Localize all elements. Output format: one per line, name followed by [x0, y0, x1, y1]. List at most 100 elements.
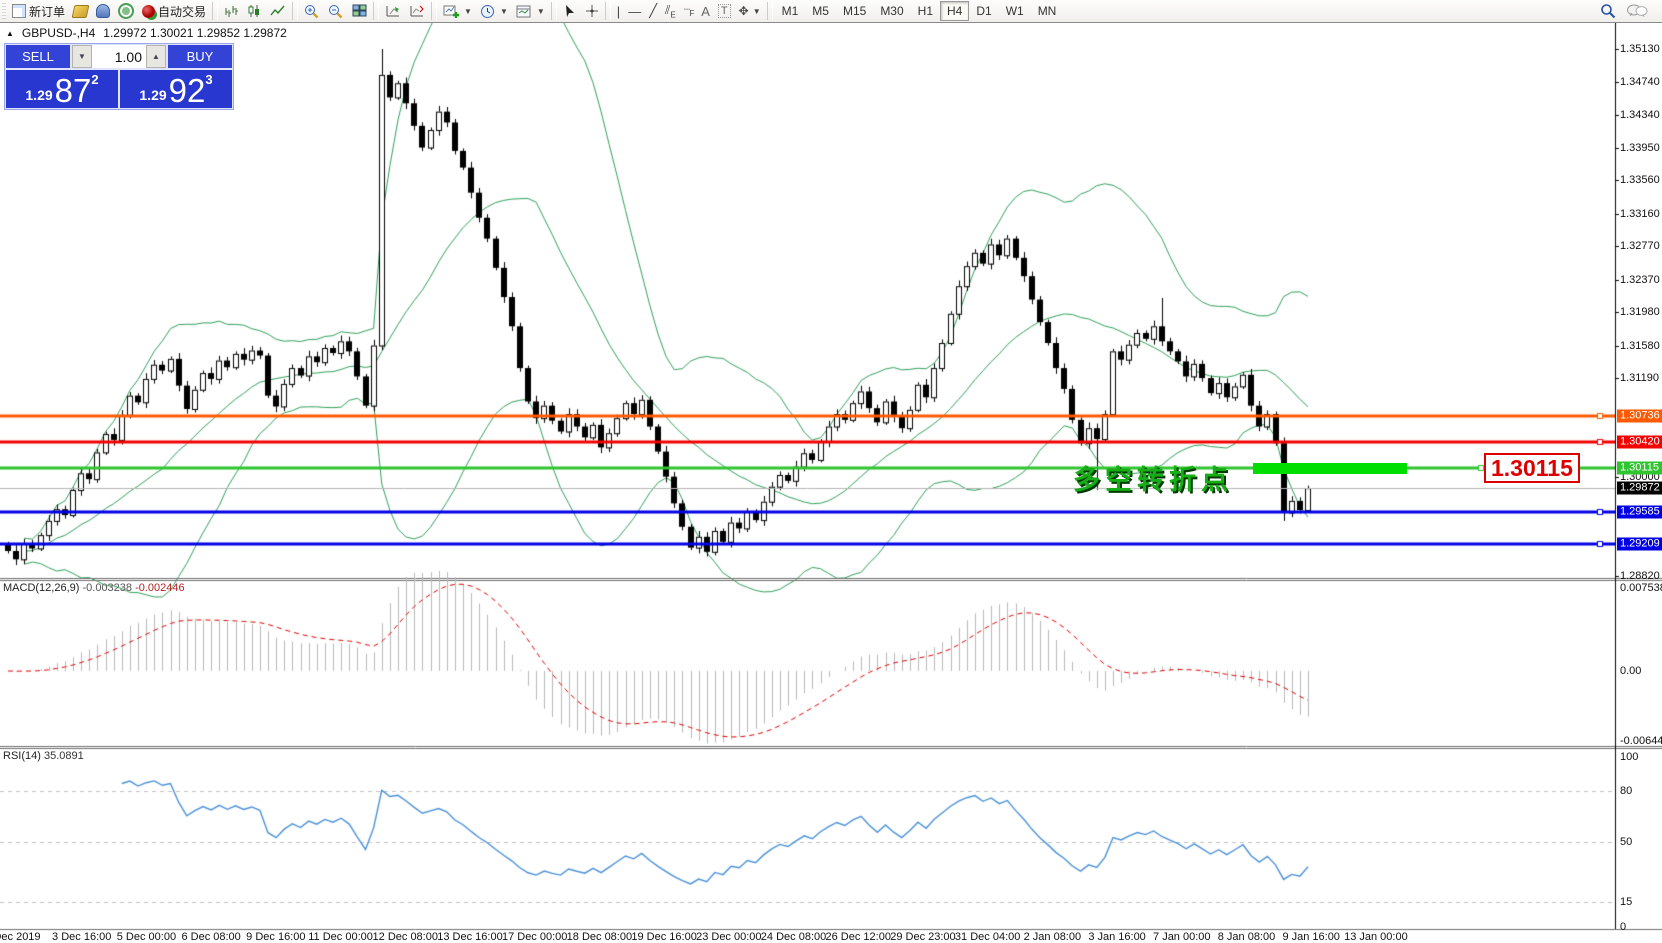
volume-up-button[interactable]: ▲ [146, 45, 166, 68]
time-axis-label: 9 Jan 16:00 [1282, 931, 1340, 943]
price-tick-label: 1.32770 [1620, 240, 1660, 253]
channel-button[interactable]: ⫽E [665, 2, 676, 20]
one-click-trading-panel: SELL ▼ 1.00 ▲ BUY 1.29 87 2 1.29 92 3 [4, 43, 234, 110]
dropdown-arrow-icon: ▼ [536, 6, 545, 16]
macd-tick-label: 0.007538 [1620, 581, 1662, 594]
separator [373, 2, 380, 20]
timeframe-M5[interactable]: M5 [812, 4, 829, 18]
line-chart-button[interactable] [266, 1, 290, 21]
crosshair-icon [585, 5, 598, 17]
buy-button[interactable]: BUY [167, 44, 233, 69]
price-callout-label[interactable]: 1.30115 [1484, 452, 1580, 483]
time-axis-label: 5 Dec 00:00 [116, 931, 177, 943]
timeframe-H4[interactable]: H4 [940, 1, 970, 21]
tile-windows-icon [352, 4, 367, 17]
buy-price-display[interactable]: 1.29 92 3 [119, 69, 233, 109]
hline-price-box: 1.30420 [1617, 435, 1662, 449]
template-icon [516, 5, 531, 17]
time-axis-label: 23 Dec 00:00 [696, 931, 762, 943]
shapes-dropdown[interactable]: ✥ ▼ [738, 4, 761, 18]
profile-button[interactable] [92, 1, 114, 21]
timeframe-bar: M1 M5 M15 M30 H1 H4 D1 W1 MN [775, 1, 1064, 21]
time-axis-label: 12 Dec 08:00 [372, 931, 438, 943]
rsi-tick-label: 100 [1620, 751, 1639, 763]
text-button[interactable]: A [701, 3, 710, 19]
toolbar-grip [2, 3, 6, 19]
timeframe-M15[interactable]: M15 [842, 4, 867, 18]
bar-chart-icon [225, 6, 239, 17]
time-axis-label: 29 Dec 23:00 [890, 931, 956, 943]
new-chart-dropdown[interactable]: ▼ [439, 1, 476, 21]
separator [766, 2, 773, 20]
hline-price-box: 1.30115 [1617, 461, 1662, 475]
autotrading-icon [142, 4, 156, 18]
cursor-button[interactable] [559, 1, 581, 21]
text-label-button[interactable]: T [714, 1, 735, 21]
new-chart-icon [443, 5, 460, 18]
time-axis-label: 3 Dec 16:00 [52, 931, 112, 943]
time-axis-label: 11 Dec 00:00 [308, 931, 373, 943]
template-dropdown[interactable]: ▼ [512, 1, 549, 21]
price-tick-label: 1.33160 [1620, 207, 1660, 220]
separator [212, 2, 219, 20]
signal-icon [118, 3, 135, 19]
crosshair-button[interactable] [581, 1, 603, 21]
timeframe-H1[interactable]: H1 [917, 4, 933, 18]
signal-button[interactable] [114, 1, 138, 21]
rsi-tick-label: 50 [1620, 836, 1633, 848]
new-order-button[interactable]: 新订单 [8, 1, 69, 21]
arrange-charts-button[interactable] [381, 1, 405, 21]
vertical-line-button[interactable]: | [616, 3, 621, 19]
zoom-out-button[interactable] [324, 1, 348, 21]
trendline-button[interactable]: ╱ [649, 3, 658, 18]
step-forward-icon [410, 5, 424, 17]
horizontal-line-button[interactable]: — [628, 3, 642, 19]
chart-window: ▲ GBPUSD-,H4 1.29972 1.30021 1.29852 1.2… [0, 23, 1662, 943]
timeframe-D1[interactable]: D1 [976, 4, 992, 18]
notebook-button[interactable] [69, 1, 92, 21]
macd-label: MACD(12,26,9) -0.003238 -0.002446 [3, 582, 185, 594]
timeframe-M30[interactable]: M30 [880, 4, 904, 18]
time-axis-label: 2 Jan 08:00 [1023, 931, 1082, 943]
zoom-in-icon [305, 4, 319, 18]
time-axis-label: 9 Dec 16:00 [246, 931, 306, 943]
annotation-text[interactable]: 多空转折点 [1073, 464, 1233, 495]
macd-tick-label: 0.00 [1620, 665, 1642, 677]
collapse-triangle-icon[interactable]: ▲ [6, 28, 14, 38]
autotrading-label: 自动交易 [158, 4, 207, 19]
price-tick-label: 1.35130 [1620, 43, 1660, 55]
chart-canvas[interactable] [0, 23, 1662, 931]
volume-down-button[interactable]: ▼ [72, 45, 92, 68]
candlestick-chart-icon [248, 5, 260, 17]
time-axis-label: Dec 2019 [0, 931, 41, 943]
highlight-rectangle[interactable] [1253, 462, 1407, 474]
price-tick-label: 1.28820 [1620, 570, 1660, 583]
timeframe-M1[interactable]: M1 [781, 4, 799, 18]
fibonacci-button[interactable]: ┄F [683, 4, 694, 19]
rsi-tick-label: 15 [1620, 895, 1633, 908]
macd-tick-label: -0.006446 [1620, 735, 1662, 747]
sell-price-display[interactable]: 1.29 87 2 [5, 69, 119, 109]
clock-icon [480, 4, 494, 18]
timeframe-MN[interactable]: MN [1037, 4, 1057, 18]
candlestick-chart-button[interactable] [243, 1, 266, 21]
symbol-period-label: GBPUSD-,H4 [21, 26, 96, 40]
period-dropdown[interactable]: ▼ [476, 1, 512, 21]
time-axis-label: 13 Jan 00:00 [1344, 931, 1408, 943]
separator [550, 2, 557, 20]
price-tick-label: 1.32370 [1620, 273, 1660, 286]
timeframe-W1[interactable]: W1 [1005, 4, 1024, 18]
search-icon[interactable] [1600, 3, 1616, 19]
zoom-in-button[interactable] [300, 1, 324, 21]
price-tick-label: 1.31190 [1620, 372, 1659, 385]
toolbar: 新订单 自动交易 ▼ ▼ ▼ | — ╱ ⫽E ┄F A T ✥ ▼ M1 M5 M1… [0, 0, 1662, 23]
step-forward-button[interactable] [405, 1, 429, 21]
tile-windows-button[interactable] [348, 1, 371, 21]
dropdown-arrow-icon: ▼ [752, 6, 761, 16]
autotrading-button[interactable]: 自动交易 [138, 1, 210, 21]
bar-chart-button[interactable] [220, 1, 243, 21]
volume-value[interactable]: 1.00 [114, 48, 142, 65]
chat-icon[interactable] [1626, 3, 1648, 19]
price-tick-label: 1.33560 [1620, 174, 1660, 187]
sell-button[interactable]: SELL [5, 44, 71, 69]
